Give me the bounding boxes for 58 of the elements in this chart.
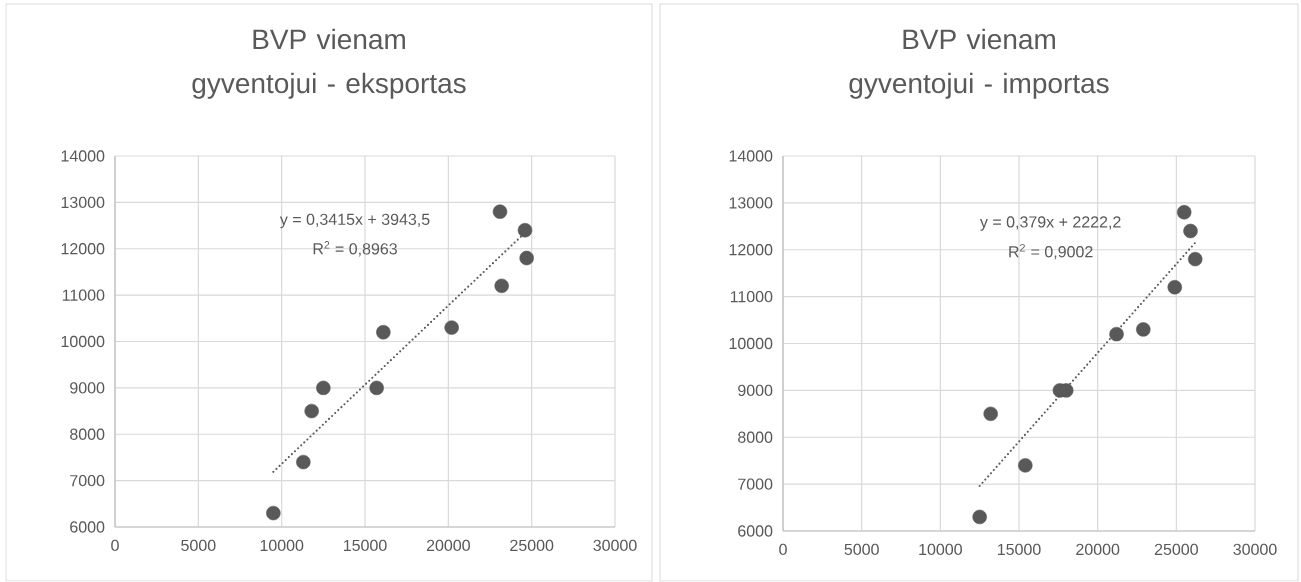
x-tick-label: 30000 [593,539,637,552]
x-tick-label: 10000 [919,543,962,556]
y-tick-label: 10000 [729,338,773,350]
chart-title: BVP vienam gyventojui - importas [849,28,1109,100]
x-tick-label: 30000 [1233,543,1277,556]
y-tick-label: 6000 [70,521,105,533]
point [266,506,281,521]
x-tick-label: 25000 [510,539,554,552]
y-tick-label: 13000 [729,197,773,209]
point [1183,224,1198,239]
x-tick-label: 20000 [1076,543,1120,556]
x-tick-label: 20000 [426,539,470,552]
annotation: R$^{2}$ = 0,9002 [1009,244,1093,260]
point [376,325,391,340]
annotation: y = 0,3415x + 3943,5 [279,213,430,229]
y-tick-label: 14000 [729,150,773,162]
x-tick-label: 15000 [997,543,1041,556]
point [304,404,319,419]
point [494,278,509,294]
x-tick-label: 25000 [1154,543,1198,556]
annotation: y = 0,379x + 2222,2 [979,216,1121,231]
y-tick-label: 6000 [738,525,773,537]
y-tick-label: 8000 [70,428,105,441]
y-tick-label: 12000 [61,243,105,255]
point [492,204,508,220]
y-tick-label: 9000 [70,382,105,394]
y-tick-label: 12000 [729,244,773,256]
point [519,251,534,266]
x-tick-label: 0 [111,539,119,552]
point [369,380,384,396]
point [1188,252,1203,267]
y-tick-label: 9000 [738,384,773,397]
point [1177,205,1192,220]
point [1109,327,1124,342]
y-tick-label: 7000 [70,475,105,487]
x-tick-label: 10000 [260,539,304,552]
chart-title: BVP vienam gyventojui - eksportas [192,28,466,100]
x-tick-label: 0 [779,543,787,556]
point [316,380,331,396]
y-tick-label: 14000 [61,150,105,162]
y-tick-label: 7000 [738,478,773,491]
point [972,509,987,525]
x-tick-label: 5000 [181,539,216,552]
y-tick-label: 13000 [61,196,105,209]
point [517,223,533,238]
point [983,406,998,422]
x-tick-label: 5000 [844,543,879,556]
x-tick-label: 15000 [343,539,387,552]
point [296,455,311,470]
point [1167,280,1182,295]
point [1018,458,1033,473]
y-tick-label: 8000 [738,431,773,444]
y-tick-label: 11000 [730,291,773,303]
point [1136,322,1151,337]
y-tick-label: 11000 [62,289,105,302]
y-tick-label: 10000 [61,336,105,348]
annotation: R$^{2}$ = 0,8963 [313,241,397,257]
point [444,320,459,336]
